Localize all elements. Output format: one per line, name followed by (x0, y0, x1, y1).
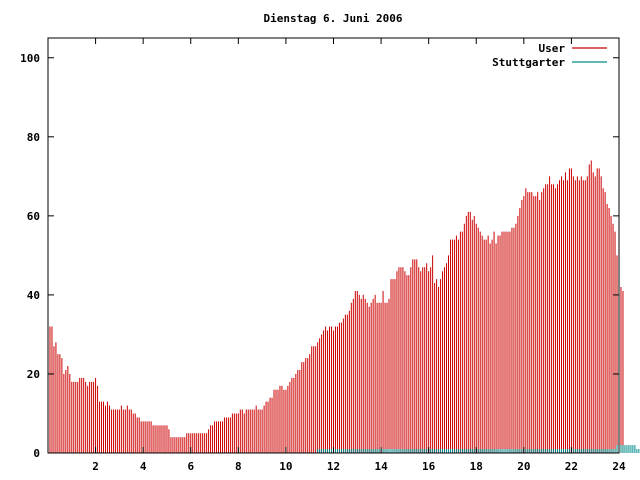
y-tick-label: 80 (27, 131, 40, 144)
x-tick-label: 12 (327, 460, 340, 473)
x-tick-label: 14 (374, 460, 388, 473)
x-tick-label: 4 (140, 460, 147, 473)
chart-title: Dienstag 6. Juni 2006 (263, 12, 402, 25)
legend-label-user: User (539, 42, 566, 55)
y-tick-label: 60 (27, 210, 40, 223)
bars-layer (47, 160, 624, 453)
x-tick-label: 18 (470, 460, 483, 473)
x-tick-label: 20 (517, 460, 530, 473)
x-tick-label: 8 (235, 460, 242, 473)
x-tick-label: 2 (92, 460, 99, 473)
legend: User Stuttgarter (492, 42, 607, 69)
y-tick-label: 40 (27, 289, 40, 302)
x-tick-label: 6 (187, 460, 194, 473)
y-tick-label: 20 (27, 368, 40, 381)
x-tick-label: 16 (422, 460, 436, 473)
y-tick-label: 0 (33, 447, 40, 460)
x-tick-label: 10 (279, 460, 292, 473)
overlay-layer (317, 445, 640, 453)
y-tick-label: 100 (20, 52, 40, 65)
legend-label-stuttgarter: Stuttgarter (492, 56, 565, 69)
x-tick-label: 22 (565, 460, 578, 473)
x-tick-label: 24 (612, 460, 626, 473)
